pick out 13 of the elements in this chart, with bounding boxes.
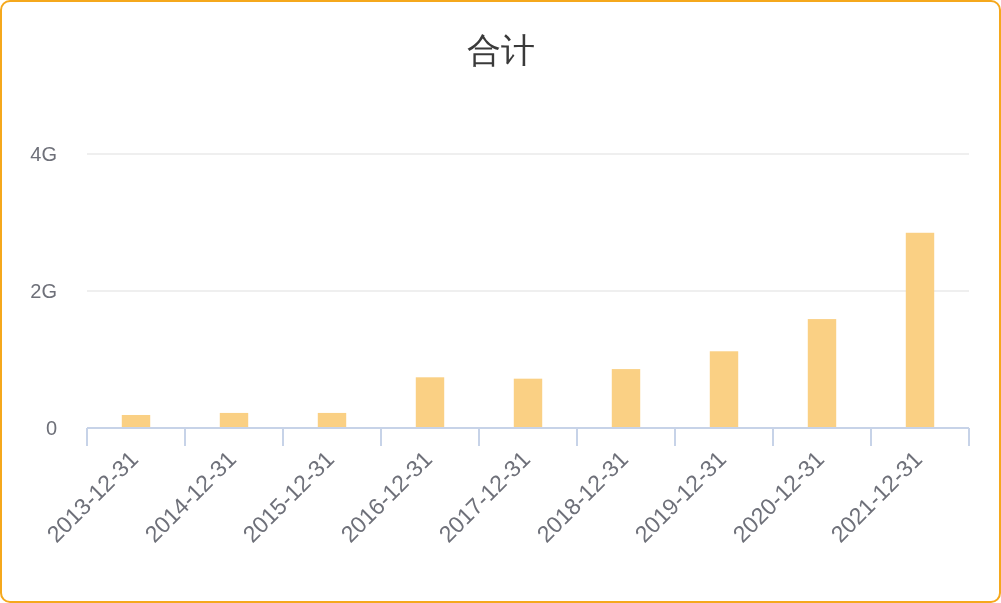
bar xyxy=(807,319,837,428)
bar xyxy=(415,377,445,428)
bar xyxy=(219,412,249,428)
y-tick-label: 0 xyxy=(45,417,57,439)
chart-title: 合计 xyxy=(466,31,535,69)
bar xyxy=(905,232,935,428)
bar xyxy=(317,412,347,428)
y-tick-label: 2G xyxy=(30,280,57,302)
bar xyxy=(513,378,543,428)
bar xyxy=(709,351,739,428)
bar xyxy=(121,414,151,428)
bar xyxy=(611,369,641,428)
y-tick-label: 4G xyxy=(30,143,57,165)
